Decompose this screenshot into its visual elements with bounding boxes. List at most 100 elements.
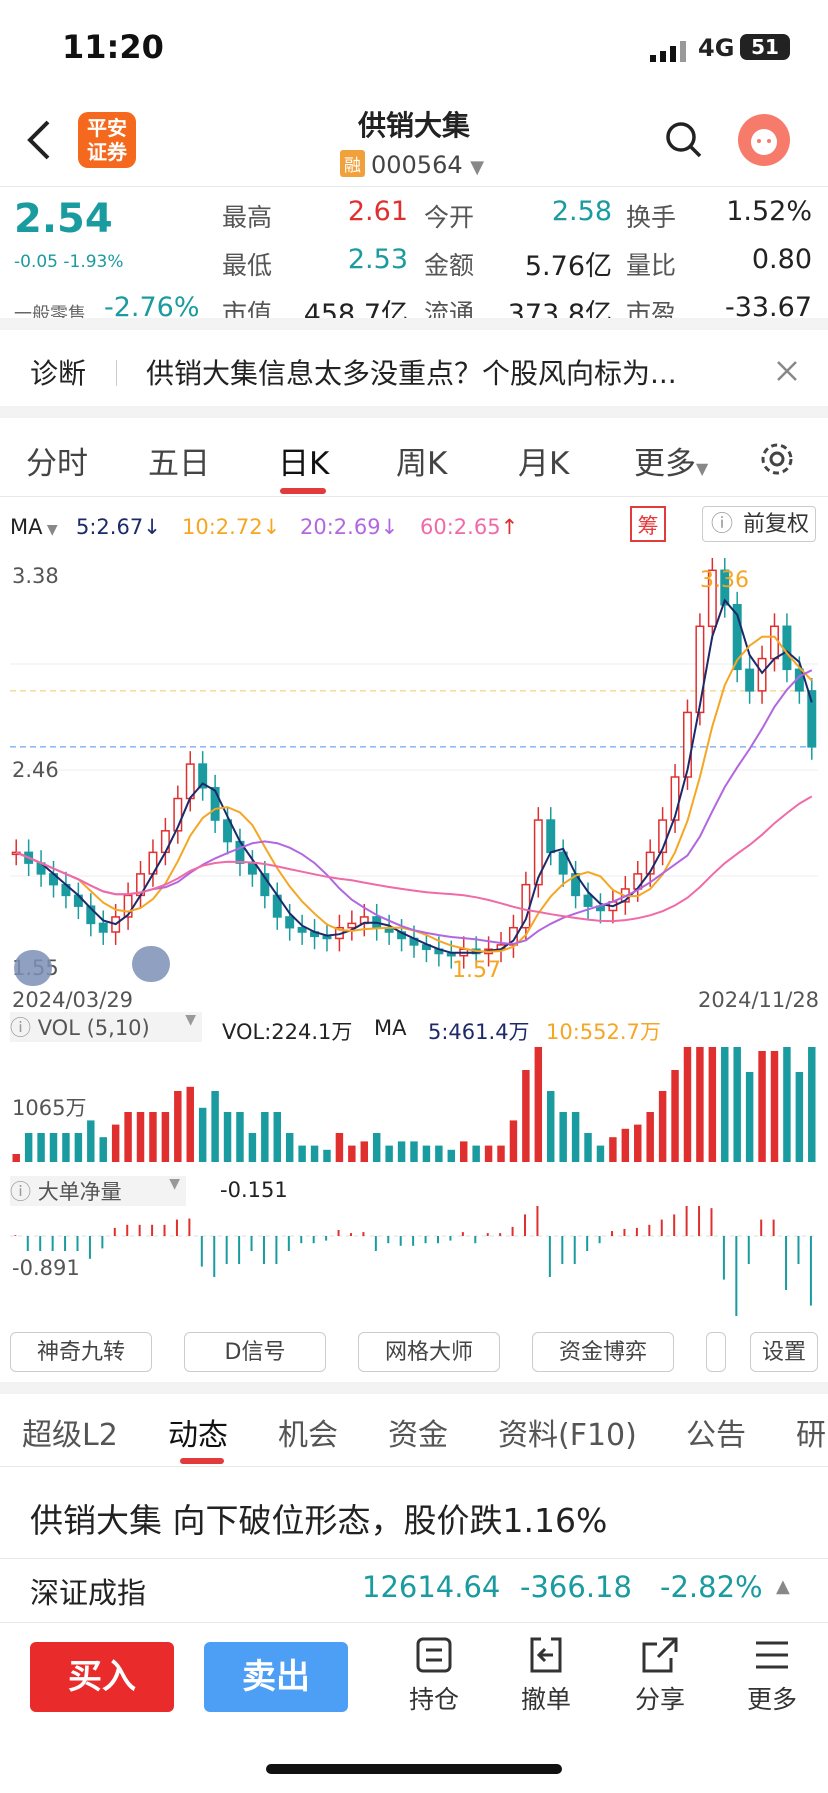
volume-bar — [223, 1112, 232, 1162]
user-avatar[interactable] — [738, 114, 790, 166]
quote-value: 5.76亿 — [524, 251, 612, 282]
share-button[interactable]: 分享 — [620, 1636, 700, 1716]
cancel-order-button[interactable]: 撤单 — [506, 1636, 586, 1716]
gear-icon[interactable] — [758, 440, 796, 478]
buy-button[interactable]: 买入 — [30, 1642, 174, 1712]
volume-bar — [795, 1072, 804, 1162]
current-price: 2.54 — [14, 196, 113, 242]
tab-dynamics[interactable]: 动态 — [168, 1418, 228, 1453]
volume-bar — [708, 1047, 717, 1162]
price-chart[interactable] — [10, 558, 818, 982]
volume-bar — [149, 1112, 157, 1162]
big-order-bar — [673, 1214, 676, 1236]
volume-bar — [745, 1072, 754, 1162]
stock-code: 000564 — [371, 151, 463, 179]
tool-grid-master[interactable]: 网格大师 — [358, 1332, 500, 1372]
tool-partial[interactable] — [706, 1332, 726, 1372]
candle-body — [347, 922, 357, 929]
tab-five-day[interactable]: 五日 — [148, 446, 210, 482]
big-order-bar — [598, 1236, 601, 1244]
index-name[interactable]: 深证成指 — [30, 1576, 147, 1610]
tab-monthly-k[interactable]: 月K — [518, 446, 570, 482]
ma60-value: 60:2.65↑ — [420, 515, 519, 539]
volume-bar — [236, 1112, 244, 1162]
volume-bar — [360, 1141, 369, 1162]
industry-change[interactable]: -2.76% — [104, 292, 200, 323]
diagnosis-label: 诊断 — [30, 357, 87, 390]
tab-level2[interactable]: 超级L2 — [22, 1418, 118, 1453]
volume-bar — [161, 1112, 170, 1162]
vol-indicator-selector[interactable]: ⓘ VOL (5,10) ▼ — [10, 1012, 202, 1042]
big-order-bar — [88, 1236, 91, 1259]
candle-body — [757, 657, 767, 692]
volume-bar — [273, 1112, 281, 1162]
volume-bar — [658, 1091, 667, 1162]
big-order-selector[interactable]: ⓘ 大单净量 ▼ — [10, 1176, 186, 1206]
volume-bar — [733, 1047, 741, 1162]
adjust-button[interactable]: ⓘ 前复权 — [702, 506, 816, 542]
more-button[interactable]: 更多 — [732, 1636, 812, 1716]
big-order-bar — [76, 1236, 79, 1251]
volume-bar — [758, 1051, 766, 1162]
big-order-bar — [474, 1236, 477, 1244]
tab-announcements[interactable]: 公告 — [686, 1418, 746, 1453]
candle-body — [521, 883, 531, 929]
tool-d-signal[interactable]: D信号 — [184, 1332, 326, 1372]
tab-more[interactable]: 更多▼ — [634, 438, 708, 483]
volume-bar — [99, 1137, 107, 1162]
volume-bar — [335, 1133, 344, 1162]
big-order-bar — [698, 1206, 701, 1236]
tab-research[interactable]: 研 — [796, 1418, 826, 1453]
chip-distribution-button[interactable]: 筹 — [630, 506, 666, 542]
avatar-face-icon — [751, 129, 777, 155]
big-order-bar — [188, 1218, 191, 1236]
big-order-bar — [113, 1227, 116, 1236]
volume-chart[interactable] — [10, 1040, 818, 1162]
tab-intraday[interactable]: 分时 — [26, 446, 88, 482]
close-icon[interactable] — [776, 360, 798, 382]
index-change: -366.18 — [520, 1570, 632, 1604]
tab-opportunity[interactable]: 机会 — [278, 1418, 338, 1453]
diagnosis-text[interactable]: 供销大集信息太多没重点？个股风向标为... — [146, 357, 677, 390]
tool-fund-game[interactable]: 资金博弈 — [532, 1332, 674, 1372]
adjust-label: 前复权 — [742, 512, 809, 537]
cancel-order-icon — [530, 1637, 562, 1673]
big-order-bar — [548, 1236, 551, 1277]
search-icon[interactable] — [664, 120, 704, 160]
candle-body — [732, 604, 742, 671]
quote-label: 换手 — [626, 203, 677, 232]
network-type: 4G — [698, 34, 735, 62]
volume-bar — [87, 1120, 95, 1162]
logo-text-2: 证券 — [87, 140, 127, 164]
ma-selector[interactable]: MA ▼ — [10, 515, 58, 539]
stock-code-selector[interactable]: 融 000564 ▼ — [340, 150, 484, 179]
tab-f10[interactable]: 资料(F10) — [498, 1418, 637, 1453]
signal-icon — [650, 41, 686, 62]
volume-bar — [174, 1091, 182, 1162]
big-order-chart[interactable] — [10, 1206, 818, 1322]
candle-body — [695, 625, 705, 714]
back-arrow-icon[interactable] — [24, 118, 54, 162]
stock-title: 供销大集 — [357, 109, 470, 142]
candle-body — [508, 926, 518, 946]
tool-settings[interactable]: 设置 — [750, 1332, 818, 1372]
sell-button[interactable]: 卖出 — [204, 1642, 348, 1712]
volume-bar — [671, 1070, 679, 1162]
volume-bar — [372, 1133, 381, 1162]
big-order-bar — [772, 1219, 775, 1236]
candle-body — [720, 569, 730, 606]
volume-bar — [596, 1145, 605, 1162]
expand-arrows-icon[interactable] — [14, 950, 52, 986]
tab-funds[interactable]: 资金 — [388, 1418, 448, 1453]
candle-body — [682, 711, 692, 778]
big-order-bar — [436, 1236, 439, 1244]
tool-nine-turn[interactable]: 神奇九转 — [10, 1332, 152, 1372]
tab-daily-k[interactable]: 日K — [278, 446, 330, 482]
expand-up-icon[interactable]: ▲ — [776, 1576, 790, 1597]
news-headline[interactable]: 供销大集 向下破位形态，股价跌1.16% — [30, 1501, 608, 1540]
tab-weekly-k[interactable]: 周K — [396, 446, 448, 482]
volume-bar — [348, 1145, 356, 1162]
fullscreen-icon[interactable] — [132, 946, 170, 982]
date-end: 2024/11/28 — [698, 988, 820, 1012]
position-button[interactable]: 持仓 — [394, 1636, 474, 1716]
